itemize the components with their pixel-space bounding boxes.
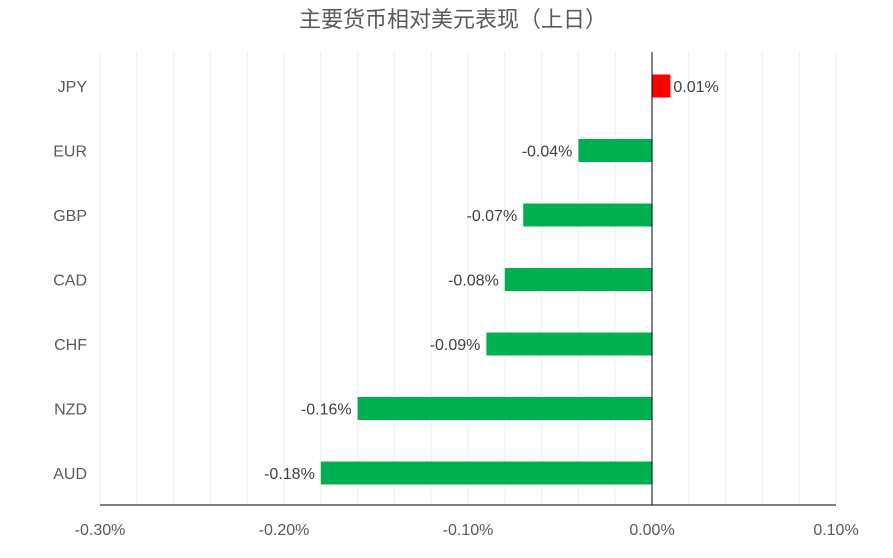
bar-gbp	[523, 203, 652, 227]
x-tick-label: 0.00%	[629, 522, 674, 539]
x-tick-labels: -0.30% -0.20% -0.10% 0.00% 0.10%	[75, 522, 859, 539]
category-label-chf: CHF	[54, 337, 87, 354]
category-label-aud: AUD	[53, 466, 87, 483]
category-label-nzd: NZD	[54, 402, 87, 419]
bar-eur	[578, 139, 652, 162]
data-label-jpy: 0.01%	[673, 79, 718, 96]
data-label-nzd: -0.16%	[301, 402, 352, 419]
bar-jpy	[652, 74, 671, 98]
data-labels: 0.01% -0.04% -0.07% -0.08% -0.09% -0.16% -0.18…	[264, 79, 719, 483]
bars	[320, 74, 671, 485]
x-tick-label: 0.10%	[813, 522, 858, 539]
bar-aud	[320, 461, 652, 485]
data-label-gbp: -0.07%	[466, 208, 517, 225]
x-tick-label: -0.20%	[259, 522, 310, 539]
axes	[100, 52, 836, 506]
category-labels: JPY EUR GBP CAD CHF NZD AUD	[53, 79, 87, 483]
data-label-eur: -0.04%	[522, 144, 573, 161]
bar-cad	[504, 268, 652, 291]
data-label-chf: -0.09%	[430, 337, 481, 354]
category-label-cad: CAD	[53, 273, 87, 290]
data-label-aud: -0.18%	[264, 466, 315, 483]
x-tick-label: -0.10%	[443, 522, 494, 539]
category-label-gbp: GBP	[53, 208, 87, 225]
bar-nzd	[357, 397, 652, 420]
bar-chf	[486, 332, 652, 356]
data-label-cad: -0.08%	[448, 273, 499, 290]
chart-title: 主要货币相对美元表现（上日）	[299, 7, 607, 32]
category-label-eur: EUR	[53, 144, 87, 161]
x-tick-label: -0.30%	[75, 522, 126, 539]
category-label-jpy: JPY	[58, 79, 88, 96]
